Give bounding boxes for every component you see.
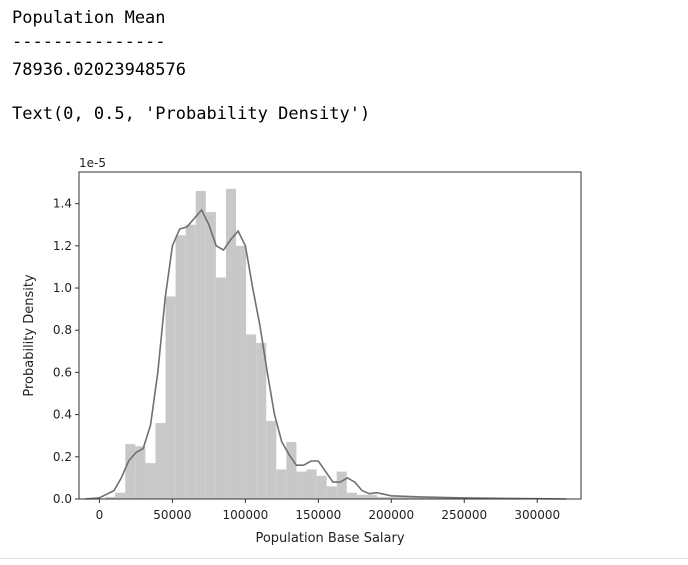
histogram-bar <box>215 277 226 499</box>
histogram-bar <box>447 497 458 499</box>
histogram-bar <box>205 212 216 499</box>
histogram-bar <box>165 296 176 499</box>
y-tick-label: 0.2 <box>53 450 72 464</box>
y-tick-label: 1.0 <box>53 281 72 295</box>
y-tick-label: 1.2 <box>53 239 72 253</box>
histogram-bar <box>306 469 317 499</box>
histogram-bar <box>236 245 247 499</box>
y-tick-label: 0.0 <box>53 492 72 506</box>
plot-frame <box>78 171 582 500</box>
histogram-bar <box>266 420 277 499</box>
histogram-bar <box>145 463 156 499</box>
y-tick-label: 0.4 <box>53 408 72 422</box>
histogram-bar <box>356 494 367 499</box>
histogram-bar <box>387 496 398 499</box>
cell-divider <box>0 558 688 559</box>
histogram-bar <box>105 496 116 499</box>
histogram-bar <box>286 442 297 499</box>
histogram-bar <box>155 423 166 499</box>
histogram-bar <box>256 342 267 499</box>
histogram-bar <box>246 334 257 499</box>
output-title: Population Mean <box>12 8 166 28</box>
x-tick-label: 200000 <box>368 508 414 522</box>
histogram-bar <box>125 444 136 499</box>
histogram-bar <box>115 492 126 499</box>
histogram-bar <box>397 496 408 499</box>
density-chart: 0 50000 100000 150000 200000 250000 300000 0.0 0… <box>22 156 582 546</box>
histogram-bar <box>316 475 327 499</box>
histogram-bar <box>225 188 237 499</box>
histogram-bar <box>135 446 146 499</box>
output-separator: --------------- <box>12 32 166 52</box>
x-tick-label: 150000 <box>295 508 341 522</box>
histogram-bar <box>175 235 186 499</box>
histogram-bar <box>346 492 357 499</box>
x-tick-label: 50000 <box>153 508 191 522</box>
histogram-bar <box>195 190 206 499</box>
output-text-repr: Text(0, 0.5, 'Probability Density') <box>12 104 371 124</box>
histogram-bar <box>376 496 388 499</box>
histogram-bar <box>417 496 428 499</box>
y-tick-label: 0.6 <box>53 365 72 379</box>
x-axis-title: Population Base Salary <box>255 531 404 546</box>
histogram-bar <box>366 494 377 499</box>
kde-line <box>84 208 567 500</box>
histogram-bar <box>407 496 418 499</box>
histogram-bar <box>437 497 448 499</box>
histogram-bar <box>276 469 287 499</box>
y-axis-title: Probability Density <box>22 274 37 397</box>
y-offset-text: 1e-5 <box>79 156 106 170</box>
x-tick-label: 0 <box>96 508 104 522</box>
x-tick-label: 300000 <box>514 508 560 522</box>
x-tick-label: 250000 <box>441 508 487 522</box>
y-tick-label: 1.4 <box>53 197 72 211</box>
histogram-bar <box>427 497 438 499</box>
histogram-bar <box>336 471 347 499</box>
histogram-bar <box>326 486 337 499</box>
output-mean-value: 78936.02023948576 <box>12 60 186 80</box>
histogram-bar <box>185 224 196 499</box>
histogram-bar <box>296 471 307 499</box>
x-tick-label: 100000 <box>222 508 268 522</box>
y-tick-label: 0.8 <box>53 323 72 337</box>
